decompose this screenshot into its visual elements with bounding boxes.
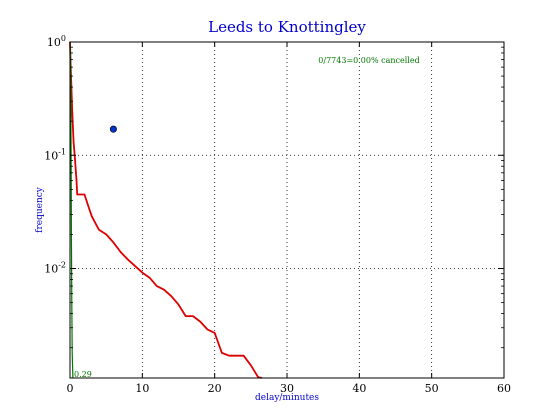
x-tick-label: 30: [280, 382, 294, 395]
series-group: [69, 41, 262, 379]
x-axis-ticks: 0 10 20 30 40 50 60: [67, 42, 511, 395]
red-delay-series-line: [69, 41, 262, 379]
x-tick-label: 60: [497, 382, 511, 395]
x-axis-label: delay/minutes: [255, 393, 319, 403]
y-axis-label: frequency: [35, 186, 45, 233]
x-tick-label: 40: [352, 382, 366, 395]
cancelled-annotation: 0/7743=0.00% cancelled: [318, 56, 419, 65]
y-tick-label: 10-2: [44, 261, 66, 276]
chart-title: Leeds to Knottingley: [208, 18, 366, 36]
y-axis-ticks: 100 10-1 10-2: [44, 34, 504, 349]
data-point-marker: [109, 125, 117, 133]
x-tick-label: 20: [208, 382, 222, 395]
x-tick-label: 10: [135, 382, 149, 395]
grid-lines: [70, 42, 504, 378]
y-tick-label: 10-1: [44, 147, 66, 162]
x-tick-label: 0: [67, 382, 74, 395]
green-value-label: 0.29: [74, 370, 92, 379]
y-tick-label: 100: [47, 34, 66, 49]
x-tick-label: 50: [425, 382, 439, 395]
